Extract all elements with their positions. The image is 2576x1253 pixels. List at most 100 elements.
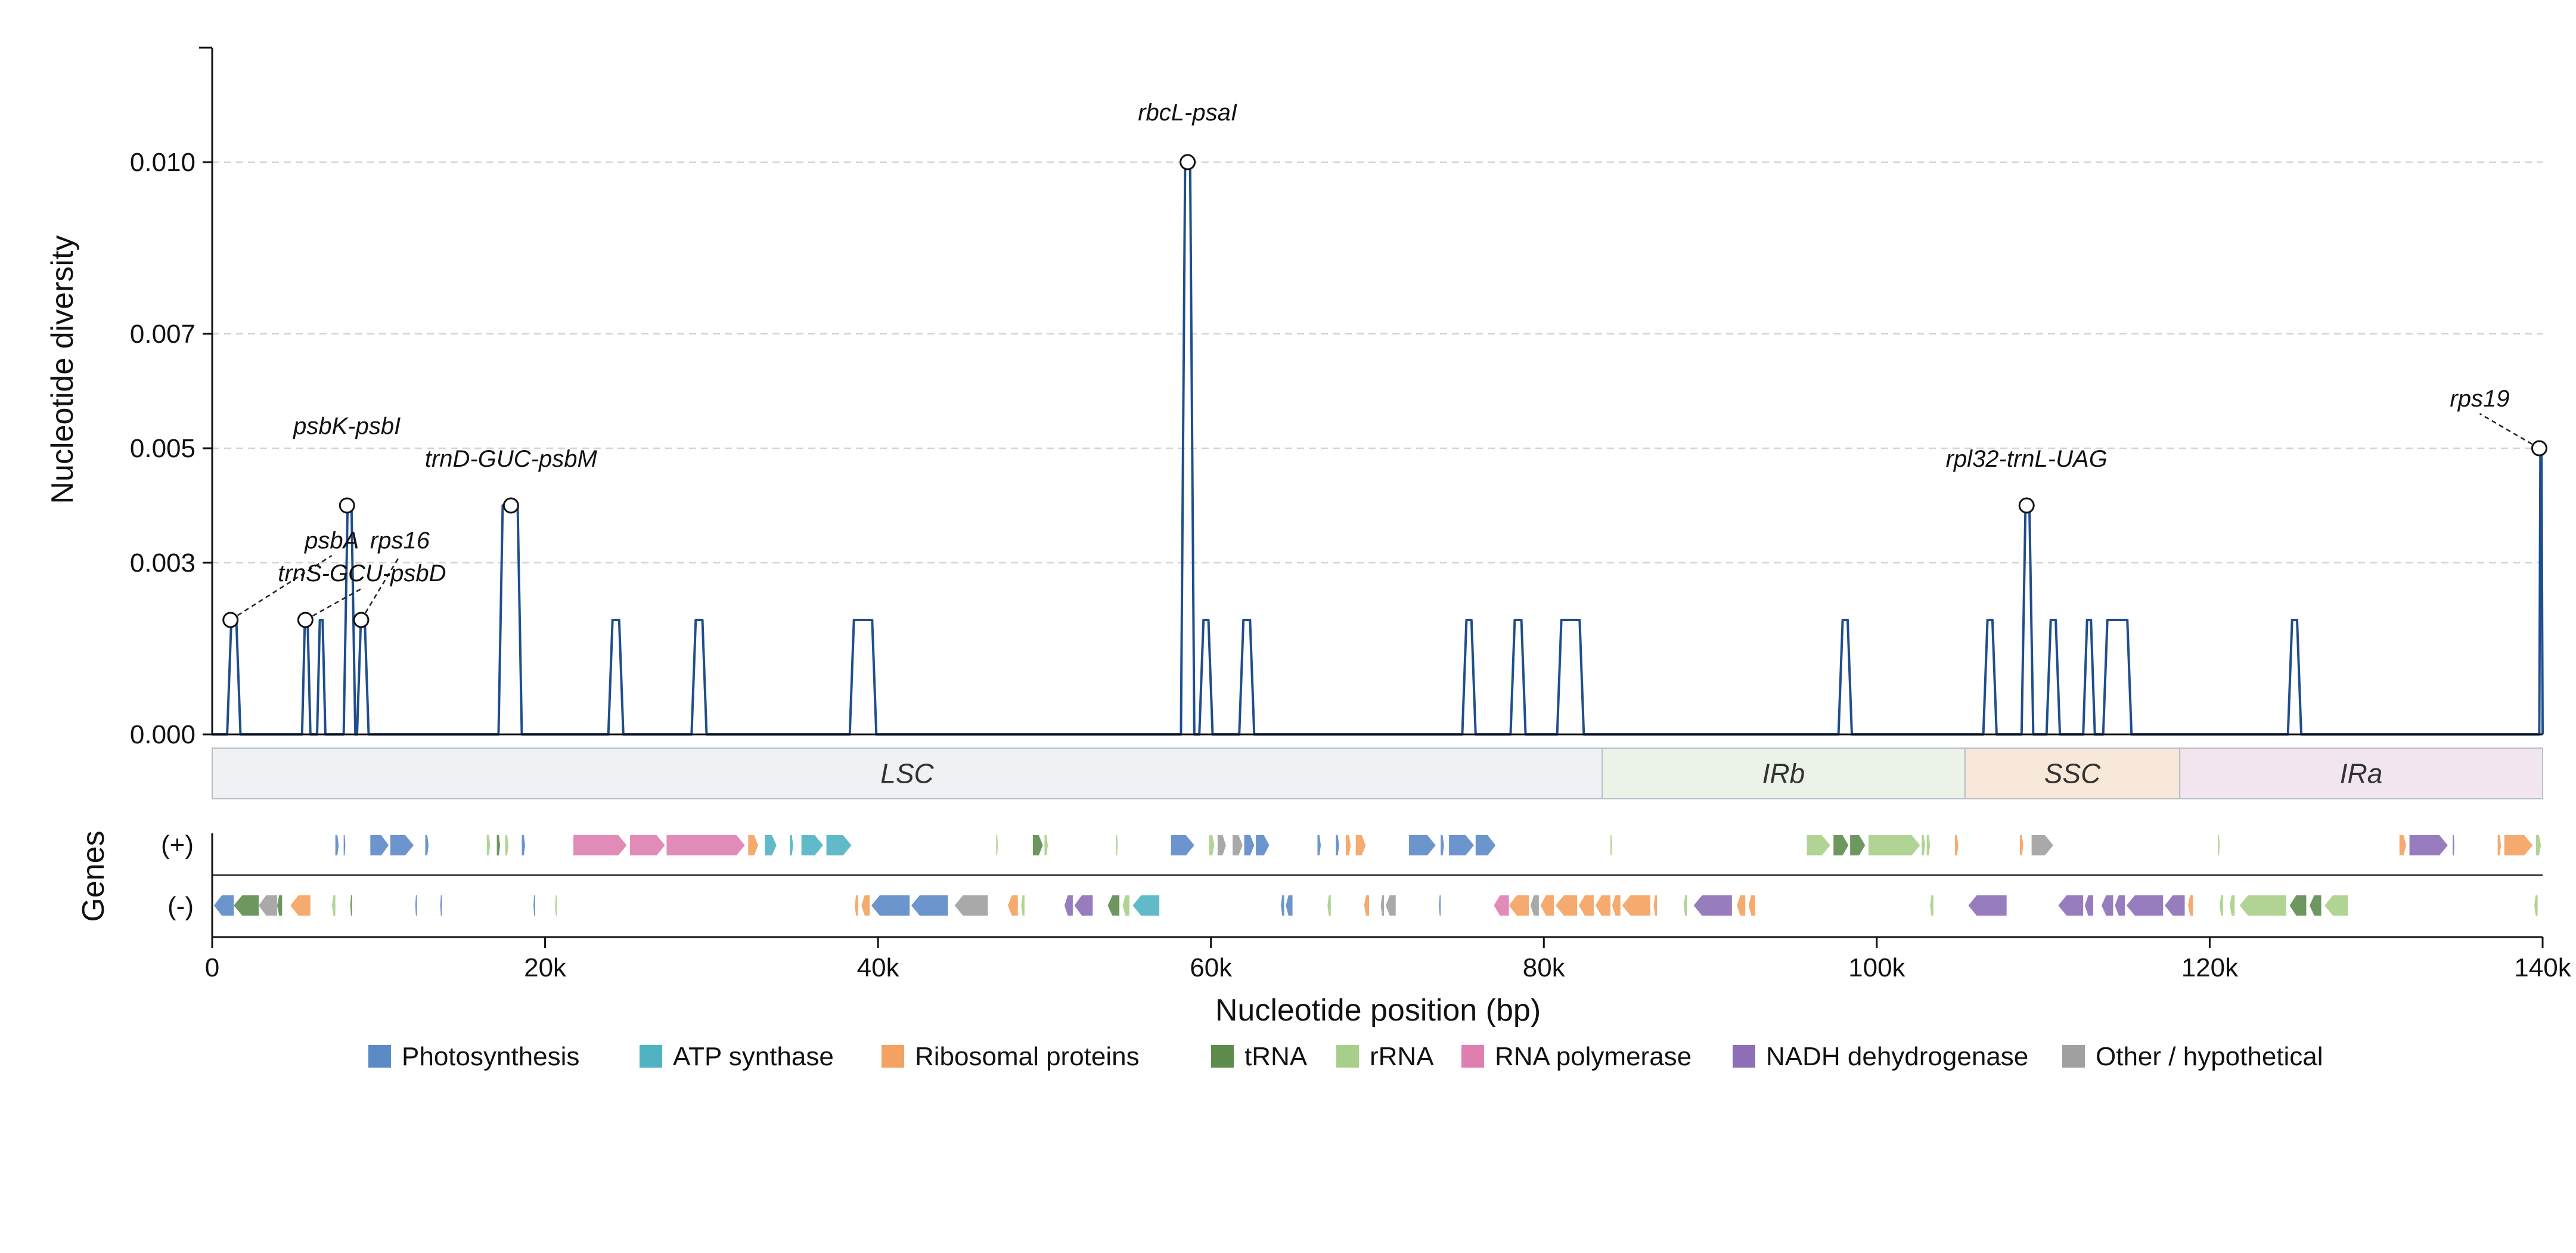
gene-minus-other-hypothetical: [1530, 895, 1539, 916]
gene-plus-photosynthesis: [1409, 835, 1436, 855]
gene-plus-rrna: [486, 835, 491, 855]
gene-minus-photosynthesis: [1281, 895, 1284, 916]
leader-rps19: [2479, 413, 2540, 449]
gene-plus-ribosomal-proteins: [2399, 835, 2406, 855]
gene-plus-trna: [1833, 835, 1849, 855]
leader-trns-gcu-psbd: [305, 587, 363, 621]
gene-minus-rrna: [1021, 895, 1025, 916]
genome-regions: LSC IRb SSC IRa: [212, 748, 2544, 799]
y-tick-label: 0.005: [130, 434, 195, 463]
gene-minus-ribosomal-proteins: [1748, 895, 1755, 916]
gene-plus-rrna: [1209, 835, 1215, 855]
gene-plus-atp-synthase: [765, 835, 777, 855]
legend-label-trna: tRNA: [1244, 1042, 1308, 1071]
gene-plus-rna-polymerase: [630, 835, 665, 855]
gene-plus-trna: [1850, 835, 1866, 855]
gene-plus-photosynthesis: [1475, 835, 1496, 855]
gene-minus-trna: [234, 895, 259, 916]
peak-label-psba: psbA: [304, 528, 359, 554]
region-label-ira: IRa: [2340, 758, 2383, 789]
gene-plus-rrna: [1868, 835, 1920, 855]
gene-plus-photosynthesis: [1171, 835, 1194, 855]
peak-label-rps16: rps16: [370, 528, 430, 554]
gene-plus-photosynthesis: [1317, 835, 1321, 855]
legend-label-atp-synthase: ATP synthase: [673, 1042, 834, 1071]
gridlines: [212, 161, 2543, 564]
x-tick-label: 40k: [857, 953, 900, 982]
legend-label-ribosomal-proteins: Ribosomal proteins: [915, 1042, 1140, 1071]
gene-minus-other-hypothetical: [954, 895, 988, 916]
gene-plus-trna: [1032, 835, 1043, 855]
gene-plus-ribosomal-proteins: [2497, 835, 2501, 855]
region-label-lsc: LSC: [880, 758, 934, 789]
y-tick-label: 0.007: [130, 320, 195, 349]
gene-plus-photosynthesis: [335, 835, 339, 855]
legend-swatch-rrna: [1336, 1045, 1359, 1068]
peak-label-psbk-psbi: psbK-psbI: [293, 413, 401, 439]
gene-minus-rrna: [2534, 895, 2538, 916]
gene-plus-ribosomal-proteins: [1955, 835, 1959, 855]
gene-minus-nadh-dehydrogenase: [1064, 895, 1073, 916]
gene-plus-atp-synthase: [790, 835, 793, 855]
gene-plus-nadh-dehydrogenase: [2453, 835, 2454, 855]
gene-plus-ribosomal-proteins: [2504, 835, 2533, 855]
strand-minus-label: (-): [167, 892, 194, 921]
legend-swatch-photosynthesis: [368, 1045, 391, 1068]
gene-minus-ribosomal-proteins: [2188, 895, 2193, 916]
gene-plus-photosynthesis: [1244, 835, 1255, 855]
peak-marker-psbk-psbi: [339, 497, 355, 514]
gene-plus-ribosomal-proteins: [1345, 835, 1351, 855]
gene-minus-rrna: [2239, 895, 2286, 916]
gene-minus-nadh-dehydrogenase: [2165, 895, 2185, 916]
gene-minus-photosynthesis: [533, 895, 535, 916]
gene-minus-nadh-dehydrogenase: [1693, 895, 1732, 916]
gene-minus-rrna: [1327, 895, 1331, 916]
gene-minus-photosynthesis: [440, 895, 442, 916]
axes: 0.000 0.003 0.005 0.007 0.010 0 20k 40k 60k 80k 10…: [130, 46, 2572, 982]
y-tick-label: 0.010: [130, 148, 195, 177]
gene-minus-photosynthesis: [415, 895, 417, 916]
gene-plus-rrna: [1807, 835, 1830, 855]
x-tick-label: 60k: [1190, 953, 1233, 982]
x-tick-label: 100k: [1848, 953, 1905, 982]
gene-plus-photosynthesis: [390, 835, 414, 855]
gene-minus-ribosomal-proteins: [1578, 895, 1594, 916]
peak-label-rpl32-trnl-uag: rpl32-trnL-UAG: [1946, 446, 2108, 472]
gene-minus-ribosomal-proteins: [1653, 895, 1658, 916]
legend-swatch-other-hypothetical: [2062, 1045, 2085, 1068]
gene-track: [212, 835, 2543, 916]
gene-plus-photosynthesis: [1449, 835, 1474, 855]
gene-plus-atp-synthase: [801, 835, 823, 855]
annotation-leaders: [230, 413, 2540, 621]
gene-plus-photosynthesis: [343, 835, 346, 855]
gene-minus-nadh-dehydrogenase: [2115, 895, 2125, 916]
gene-minus-ribosomal-proteins: [855, 895, 858, 916]
y-axis-title: Nucleotide diversity: [45, 235, 80, 504]
leader-psba: [230, 554, 333, 621]
gene-minus-rrna: [2324, 895, 2348, 916]
gene-minus-trna: [350, 895, 352, 916]
region-label-irb: IRb: [1762, 758, 1805, 789]
gene-plus-photosynthesis: [425, 835, 429, 855]
region-label-ssc: SSC: [2044, 758, 2101, 789]
gene-minus-ribosomal-proteins: [290, 895, 311, 916]
gene-plus-rna-polymerase: [666, 835, 745, 855]
gene-plus-other-hypothetical: [2031, 835, 2053, 855]
gene-minus-trna: [2289, 895, 2307, 916]
peak-marker-psba: [222, 612, 239, 628]
peak-marker-rbcl-psai: [1180, 154, 1196, 170]
gene-minus-rrna: [1122, 895, 1129, 916]
gene-plus-photosynthesis: [522, 835, 526, 855]
gene-plus-rrna: [1116, 835, 1118, 855]
gene-minus-photosynthesis: [1286, 895, 1293, 916]
peak-marker-rps19: [2531, 440, 2547, 457]
legend-label-nadh-dehydrogenase: NADH dehydrogenase: [1766, 1042, 2028, 1071]
gene-minus-nadh-dehydrogenase: [2058, 895, 2084, 916]
gene-minus-trna: [277, 895, 283, 916]
gene-minus-rna-polymerase: [1494, 895, 1509, 916]
genes-track-title: Genes: [76, 830, 111, 922]
gene-plus-rrna: [1922, 835, 1925, 855]
gene-minus-ribosomal-proteins: [1007, 895, 1018, 916]
region-irb: [1602, 748, 1966, 799]
gene-minus-trna: [2310, 895, 2321, 916]
